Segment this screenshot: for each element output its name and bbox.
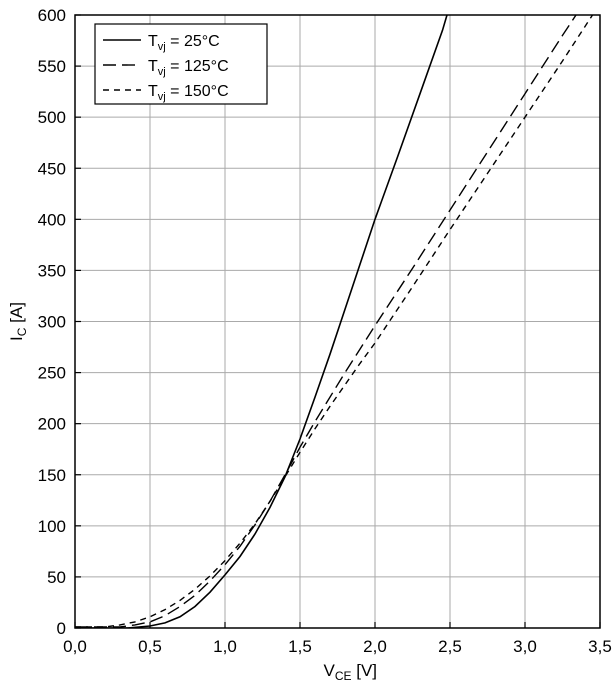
x-tick-label: 3,0 <box>513 637 537 656</box>
x-tick-label: 3,5 <box>588 637 612 656</box>
y-tick-label: 300 <box>38 313 66 332</box>
y-tick-label: 50 <box>47 568 66 587</box>
x-tick-label: 1,5 <box>288 637 312 656</box>
y-tick-label: 450 <box>38 159 66 178</box>
series-curve-0 <box>75 15 448 628</box>
legend: Tvj = 25°C Tvj = 125°C Tvj = 150°C <box>94 23 268 105</box>
series-curve-1 <box>75 15 577 628</box>
legend-label-0: Tvj = 25°C <box>148 33 220 53</box>
y-tick-label: 100 <box>38 517 66 536</box>
x-tick-label: 2,0 <box>363 637 387 656</box>
y-axis-label: IC [A] <box>7 302 29 341</box>
y-tick-label: 200 <box>38 415 66 434</box>
x-tick-label: 2,5 <box>438 637 462 656</box>
legend-label-1: Tvj = 125°C <box>148 58 229 78</box>
y-tick-label: 600 <box>38 6 66 25</box>
y-tick-label: 550 <box>38 57 66 76</box>
y-tick-label: 500 <box>38 108 66 127</box>
series-group <box>75 15 594 628</box>
legend-label-2: Tvj = 150°C <box>148 83 229 103</box>
y-tick-label: 0 <box>57 619 66 638</box>
tick-labels: 0,0 0,5 1,0 1,5 2,0 2,5 3,0 3,5 0 50 100 150 200 250 3… <box>38 6 612 656</box>
y-tick-label: 400 <box>38 210 66 229</box>
grid <box>74 14 601 629</box>
x-axis-label: VCE [V] <box>324 661 378 683</box>
x-tick-label: 0,5 <box>138 637 162 656</box>
y-tick-label: 250 <box>38 364 66 383</box>
x-tick-label: 1,0 <box>213 637 237 656</box>
y-tick-label: 350 <box>38 261 66 280</box>
legend-box <box>94 23 268 105</box>
x-tick-label: 0,0 <box>63 637 87 656</box>
y-tick-label: 150 <box>38 466 66 485</box>
series-curve-2 <box>75 15 594 628</box>
